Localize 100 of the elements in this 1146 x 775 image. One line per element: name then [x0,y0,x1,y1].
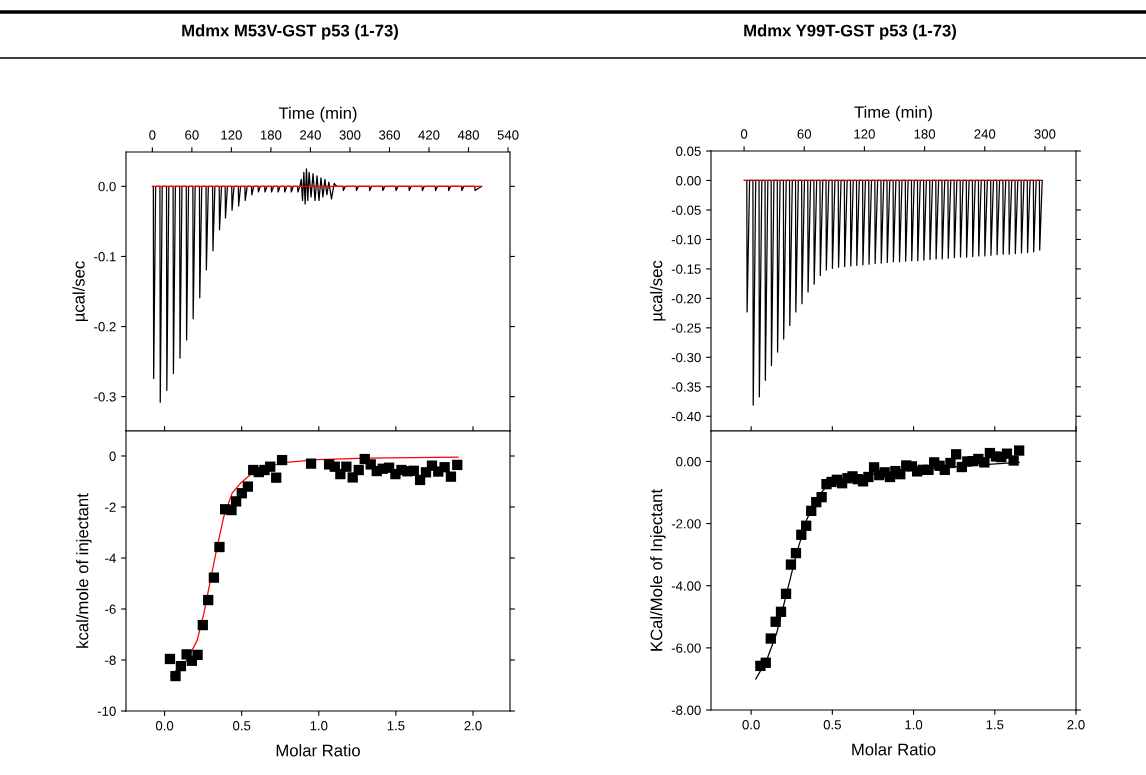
point [775,606,787,617]
x-tick-label: 480 [457,130,479,140]
x-axis-title: Time (min) [278,106,357,123]
x-axis-title: Molar Ratio [276,744,360,757]
y-tick-label: -0.1 [94,252,116,262]
y-tick-label: -8 [105,655,116,665]
point [175,660,187,672]
y-tick-label: -0.30 [671,352,701,363]
x-tick-label: 420 [418,130,440,140]
x-tick-label: 2.0 [464,721,482,731]
x-tick-label: 240 [300,130,321,140]
point [265,461,276,472]
y-tick-label: -6.00 [671,643,701,653]
point [203,594,214,606]
y-tick-label: -8.00 [671,705,701,715]
point [276,454,288,466]
point [214,541,225,553]
point [950,449,962,460]
point [801,520,812,531]
x-tick-label: 0.5 [233,721,251,731]
point [785,559,797,570]
point [408,465,419,476]
y-tick-label: 0.00 [676,176,701,186]
y-tick-label: 0.00 [676,457,701,467]
point [347,472,358,483]
point [790,547,802,559]
x-tick-label: 2.0 [1067,720,1085,730]
point [226,504,237,516]
point [445,471,457,482]
point [760,657,771,668]
point [192,649,203,661]
x-tick-label: 0.0 [155,721,174,731]
y-tick-label: -0.40 [671,411,701,422]
x-tick-label: 120 [221,130,242,140]
point [164,653,176,665]
x-tick-label: 0.0 [742,720,760,730]
y-tick-label: -0.3 [94,392,116,402]
chart-title: Mdmx M53V-GST p53 (1-73) [182,24,399,40]
x-tick-label: 360 [378,130,400,140]
y-tick-label: 0.0 [98,181,116,192]
x-tick-label: 1.0 [310,721,328,731]
point [271,472,282,483]
x-tick-label: 60 [185,130,199,140]
y-tick-label: -0.20 [671,293,701,304]
x-axis-title: Time (min) [854,105,932,122]
y-tick-label: -2 [105,502,116,512]
point [780,588,792,599]
y-tick-label: -2.00 [671,519,701,529]
point [230,496,242,507]
point [770,616,781,627]
y-tick-label: -4 [105,553,116,563]
y-tick-label: -10 [97,706,116,716]
y-axis-title: µcal/sec [72,261,88,322]
point [863,471,874,483]
point [816,492,827,503]
point [979,457,990,468]
point [765,633,776,644]
line-series [746,179,1043,406]
x-tick-label: 1.5 [387,721,405,731]
x-axis-title: Molar Ratio [852,743,936,756]
point [439,462,450,473]
x-tick-label: 540 [497,130,519,140]
x-tick-label: 0 [149,130,156,140]
x-tick-label: 240 [974,129,996,139]
y-tick-label: -0.25 [671,323,701,333]
y-tick-label: -4.00 [671,581,701,591]
point [208,572,220,583]
point [796,529,807,540]
x-tick-label: 0 [740,129,748,139]
point [197,619,208,631]
point [242,481,253,492]
y-tick-label: -0.10 [671,234,701,245]
point [945,457,956,469]
y-tick-label: -6 [105,604,116,614]
x-tick-label: 180 [914,129,936,139]
y-tick-label: -0.2 [94,322,116,332]
x-tick-label: 1.5 [986,720,1004,730]
y-tick-label: -0.05 [671,205,701,215]
point [305,458,317,469]
chart-title: Mdmx Y99T-GST p53 (1-73) [744,24,957,40]
x-tick-label: 0.5 [823,720,841,730]
line-series [152,168,483,403]
y-tick-label: 0 [109,451,116,461]
point [353,464,364,476]
point [452,459,463,471]
y-tick-label: 0.05 [676,146,701,156]
y-axis-title: kcal/mole of injectant [76,493,92,648]
x-tick-label: 300 [339,130,361,140]
point [170,670,181,682]
x-tick-label: 120 [854,129,875,139]
y-tick-label: -0.15 [671,264,701,274]
x-tick-label: 180 [260,130,282,140]
point [1014,445,1025,456]
y-axis-title: µcal/sec [650,260,666,321]
x-tick-label: 1.0 [905,720,923,730]
y-axis-title: KCal/Mole of Injectant [650,489,666,651]
point [341,461,352,472]
x-tick-label: 60 [797,129,812,139]
y-tick-label: -0.35 [671,382,701,392]
x-tick-label: 300 [1034,129,1056,139]
